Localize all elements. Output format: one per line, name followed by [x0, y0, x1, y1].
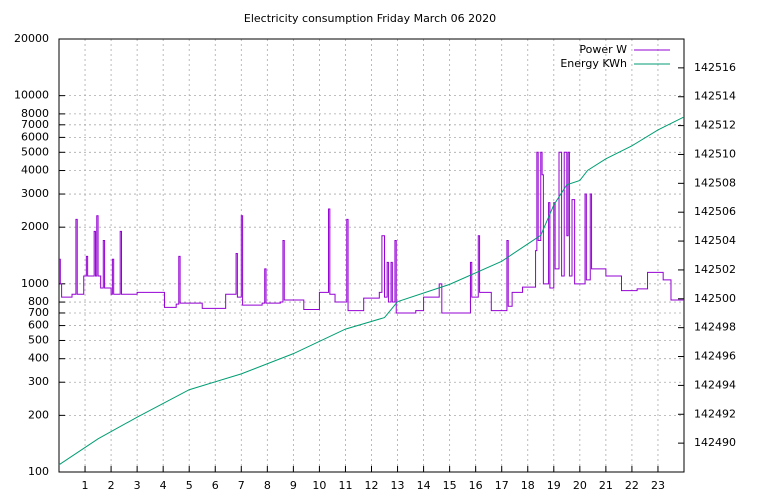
x-tick-label: 9	[290, 479, 297, 492]
y-tick-label: 8000	[21, 107, 49, 120]
y2-tick-label: 142494	[694, 378, 736, 391]
x-tick-label: 14	[417, 479, 431, 492]
line	[58, 116, 685, 466]
y2-tick-label: 142510	[694, 147, 736, 160]
y2-tick-label: 142514	[694, 90, 736, 103]
x-tick-label: 13	[391, 479, 405, 492]
x-tick-label: 12	[365, 479, 379, 492]
y2-tick-label: 142492	[694, 407, 736, 420]
legend-label: Power W	[579, 43, 627, 56]
y2-tick-label: 142508	[694, 176, 736, 189]
line	[59, 151, 684, 314]
x-tick-label: 23	[651, 479, 665, 492]
chart-title: Electricity consumption Friday March 06 …	[244, 12, 496, 25]
x-tick-label: 6	[212, 479, 219, 492]
y2-tick-label: 142506	[694, 205, 736, 218]
x-tick-label: 17	[495, 479, 509, 492]
y-tick-label: 400	[28, 352, 49, 365]
y-tick-label: 1000	[21, 277, 49, 290]
x-tick-label: 1	[82, 479, 89, 492]
y-tick-label: 6000	[21, 130, 49, 143]
x-tick-label: 3	[134, 479, 141, 492]
y2-tick-label: 142504	[694, 234, 736, 247]
x-tick-label: 21	[599, 479, 613, 492]
x-tick-label: 8	[264, 479, 271, 492]
x-tick-label: 10	[312, 479, 326, 492]
x-tick-label: 4	[160, 479, 167, 492]
y-tick-label: 100	[28, 465, 49, 478]
y-tick-label: 5000	[21, 145, 49, 158]
y-tick-label: 800	[28, 295, 49, 308]
x-tick-label: 5	[186, 479, 193, 492]
y-tick-label: 300	[28, 375, 49, 388]
y2-tick-label: 142490	[694, 436, 736, 449]
y2-tick-label: 142500	[694, 292, 736, 305]
y2-tick-label: 142502	[694, 263, 736, 276]
x-tick-label: 22	[625, 479, 639, 492]
x-tick-label: 16	[469, 479, 483, 492]
plot-frame	[58, 38, 685, 473]
y-tick-label: 700	[28, 306, 49, 319]
y2-tick-label: 142496	[694, 350, 736, 363]
x-tick-label: 20	[573, 479, 587, 492]
y-tick-label: 20000	[14, 32, 49, 45]
y-tick-label: 500	[28, 333, 49, 346]
y2-tick-label: 142516	[694, 61, 736, 74]
x-tick-label: 19	[547, 479, 561, 492]
y-tick-label: 7000	[21, 118, 49, 131]
x-tick-label: 18	[521, 479, 535, 492]
y2-tick-label: 142512	[694, 119, 736, 132]
y-tick-label: 2000	[21, 220, 49, 233]
x-tick-label: 11	[338, 479, 352, 492]
y-tick-label: 10000	[14, 89, 49, 102]
x-tick-label: 7	[238, 479, 245, 492]
y-tick-label: 600	[28, 319, 49, 332]
y-tick-label: 200	[28, 408, 49, 421]
x-tick-label: 2	[108, 479, 115, 492]
x-tick-label: 15	[443, 479, 457, 492]
legend-label: Energy KWh	[560, 57, 627, 70]
y-tick-label: 3000	[21, 187, 49, 200]
y2-tick-label: 142498	[694, 321, 736, 334]
y-tick-label: 4000	[21, 164, 49, 177]
